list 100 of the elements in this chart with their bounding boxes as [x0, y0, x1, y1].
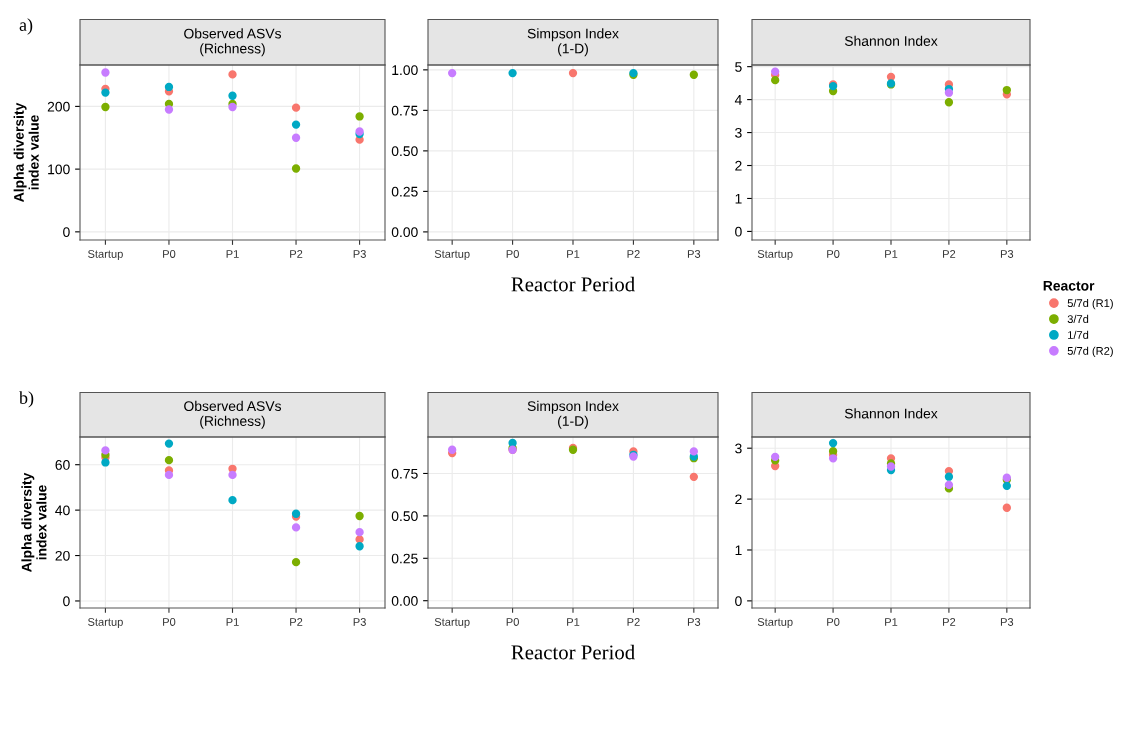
legend-label: 5/7d (R1)	[1067, 298, 1113, 310]
point	[944, 88, 954, 97]
y-tick-label: 3	[735, 127, 742, 138]
point	[291, 164, 301, 173]
legend-label: 5/7d (R2)	[1067, 346, 1113, 358]
x-tick-label: P0	[506, 618, 519, 626]
x-tick-label: P1	[885, 250, 898, 258]
point	[689, 472, 698, 482]
y-tick-label: 200	[47, 101, 70, 112]
y-tick-label: 0.00	[391, 227, 418, 238]
point	[164, 439, 174, 448]
y-tick-label: 3	[735, 443, 742, 454]
y-axis-title: Alpha diversity index value	[13, 102, 39, 202]
x-tick-label: P2	[943, 618, 956, 626]
point	[689, 447, 698, 456]
x-tick-label: Startup	[757, 618, 793, 629]
y-tick-label: 5	[735, 62, 742, 72]
point	[355, 542, 364, 551]
point	[944, 472, 954, 481]
chart-title: Shannon Index	[844, 35, 938, 46]
point	[291, 557, 301, 567]
point	[291, 120, 301, 129]
x-tick-label: P3	[353, 618, 366, 626]
point	[944, 480, 954, 490]
point	[828, 438, 838, 448]
point	[291, 103, 301, 112]
x-tick-label: P1	[885, 618, 898, 626]
y-tick-label: 0.50	[391, 146, 418, 157]
point	[164, 82, 174, 92]
point	[1002, 85, 1011, 95]
point	[101, 68, 110, 77]
point	[1002, 481, 1011, 491]
y-tick-label: 1	[735, 545, 742, 556]
x-tick-label: P0	[506, 250, 519, 258]
point	[828, 454, 838, 463]
point	[228, 70, 237, 79]
x-tick-label: P2	[290, 250, 303, 258]
chart-title: Shannon Index	[844, 408, 938, 419]
x-tick-label: P1	[226, 250, 239, 258]
x-tick-label: Startup	[88, 618, 123, 629]
point	[771, 452, 780, 462]
legend-title: Reactor	[1043, 280, 1095, 291]
x-tick-label: Startup	[88, 250, 123, 261]
legend-label: 1/7d	[1068, 330, 1089, 339]
point	[355, 511, 364, 521]
chart-title: Simpson Index (1-D)	[527, 28, 619, 57]
x-tick-label: P3	[1000, 250, 1014, 258]
x-tick-label: Startup	[757, 250, 793, 261]
y-tick-label: 0.75	[391, 468, 418, 479]
y-tick-label: 100	[48, 164, 70, 175]
y-tick-label: 2	[735, 160, 742, 171]
x-tick-label: P2	[943, 250, 956, 258]
x-tick-label: P0	[163, 618, 176, 626]
chart-title: Observed ASVs (Richness)	[184, 28, 282, 57]
x-tick-label: P0	[827, 250, 840, 258]
y-tick-label: 1	[735, 193, 742, 204]
point	[291, 523, 301, 532]
point	[771, 75, 780, 85]
x-tick-label: P3	[687, 250, 701, 258]
point	[101, 446, 110, 455]
x-tick-label: P2	[290, 618, 303, 626]
y-tick-label: 0.00	[391, 596, 418, 606]
point	[101, 458, 110, 467]
y-tick-label: 60	[55, 460, 70, 470]
point	[164, 470, 174, 480]
point	[771, 67, 780, 76]
point	[164, 105, 174, 114]
point	[101, 88, 110, 97]
point	[944, 98, 954, 107]
y-tick-label: 4	[734, 95, 742, 105]
text: a)	[19, 18, 33, 35]
x-tick-label: Startup	[434, 618, 470, 629]
y-tick-label: 20	[55, 550, 70, 561]
point	[228, 495, 237, 505]
y-tick-label: 0.50	[391, 511, 418, 522]
point	[508, 438, 517, 448]
point	[101, 102, 110, 112]
legend-label: 3/7d	[1067, 314, 1089, 324]
x-axis-title: Reactor Period	[511, 644, 635, 660]
x-tick-label: Startup	[434, 250, 470, 261]
y-tick-label: 0	[63, 596, 70, 607]
point	[448, 445, 457, 454]
text: b)	[19, 391, 34, 408]
x-tick-label: P3	[687, 618, 701, 626]
point	[228, 91, 237, 100]
x-tick-label: P1	[226, 618, 239, 626]
y-axis-title: Alpha diversity index value	[21, 472, 47, 572]
y-tick-label: 0.75	[391, 105, 418, 116]
x-tick-label: P3	[353, 250, 366, 258]
x-axis-title: Reactor Period	[511, 276, 635, 292]
x-tick-label: P1	[567, 250, 580, 258]
x-tick-label: P0	[827, 618, 840, 626]
point	[355, 112, 364, 121]
chart-title: Simpson Index (1-D)	[527, 400, 619, 429]
x-tick-label: P3	[1000, 618, 1014, 626]
x-tick-label: P2	[627, 250, 640, 258]
chart-title: Observed ASVs (Richness)	[184, 400, 282, 429]
y-tick-label: 0.25	[391, 186, 418, 197]
point	[355, 527, 364, 537]
y-tick-label: 0	[735, 226, 742, 237]
